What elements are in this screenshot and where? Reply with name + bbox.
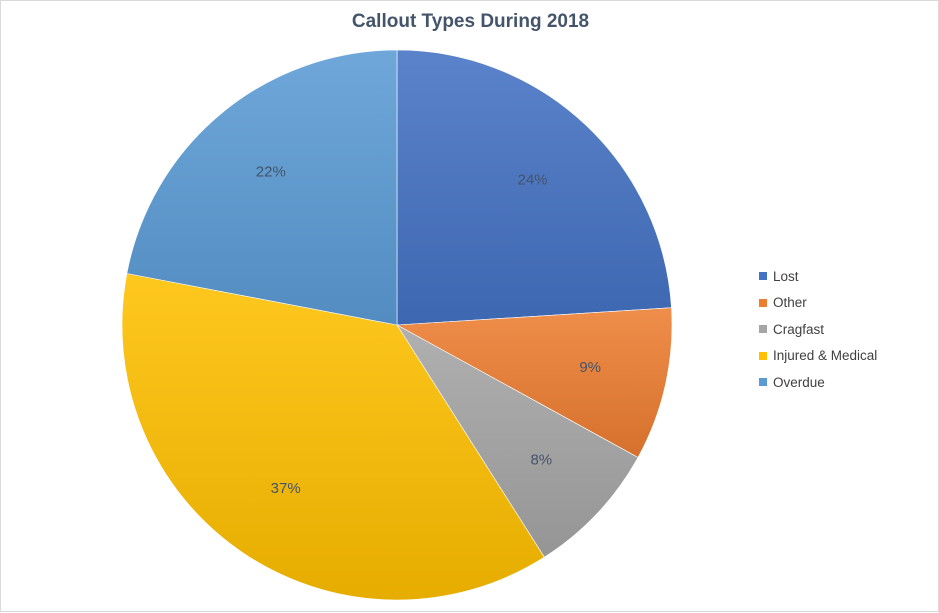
legend-label: Lost xyxy=(773,268,799,284)
pie-slice-cragfast[interactable] xyxy=(396,324,639,558)
legend-label: Cragfast xyxy=(773,321,825,337)
legend-label: Injured & Medical xyxy=(773,348,878,364)
pie-slices xyxy=(121,49,673,601)
pie-slice-overdue[interactable] xyxy=(126,49,398,326)
legend-swatch xyxy=(759,298,767,307)
data-label-lost: 24% xyxy=(517,172,547,189)
legend-swatch xyxy=(759,272,767,281)
pie-slice-lost[interactable] xyxy=(396,49,672,326)
legend-label: Overdue xyxy=(773,374,825,390)
data-label-other: 9% xyxy=(579,359,601,376)
chart-title: Callout Types During 2018 xyxy=(351,11,590,32)
data-label-overdue: 22% xyxy=(256,163,286,180)
data-label-injured-medical: 37% xyxy=(271,480,301,497)
pie-slice-injured-medical[interactable] xyxy=(121,273,545,601)
legend-item-overdue[interactable]: Overdue xyxy=(759,369,877,396)
data-labels: 24% 9% 8% 37% 22% xyxy=(256,163,601,496)
legend-item-injured-medical[interactable]: Injured & Medical xyxy=(759,343,877,370)
legend-item-cragfast[interactable]: Cragfast xyxy=(759,316,877,343)
legend-item-lost[interactable]: Lost xyxy=(759,263,877,290)
legend-swatch xyxy=(759,351,767,360)
legend-swatch xyxy=(759,378,767,387)
legend-label: Other xyxy=(773,295,807,311)
pie-slice-other[interactable] xyxy=(395,307,673,458)
legend-item-other[interactable]: Other xyxy=(759,290,877,317)
data-label-cragfast: 8% xyxy=(530,451,552,468)
legend-swatch xyxy=(759,325,767,334)
legend: Lost Other Cragfast Injured & Medical Overdu… xyxy=(759,263,877,396)
